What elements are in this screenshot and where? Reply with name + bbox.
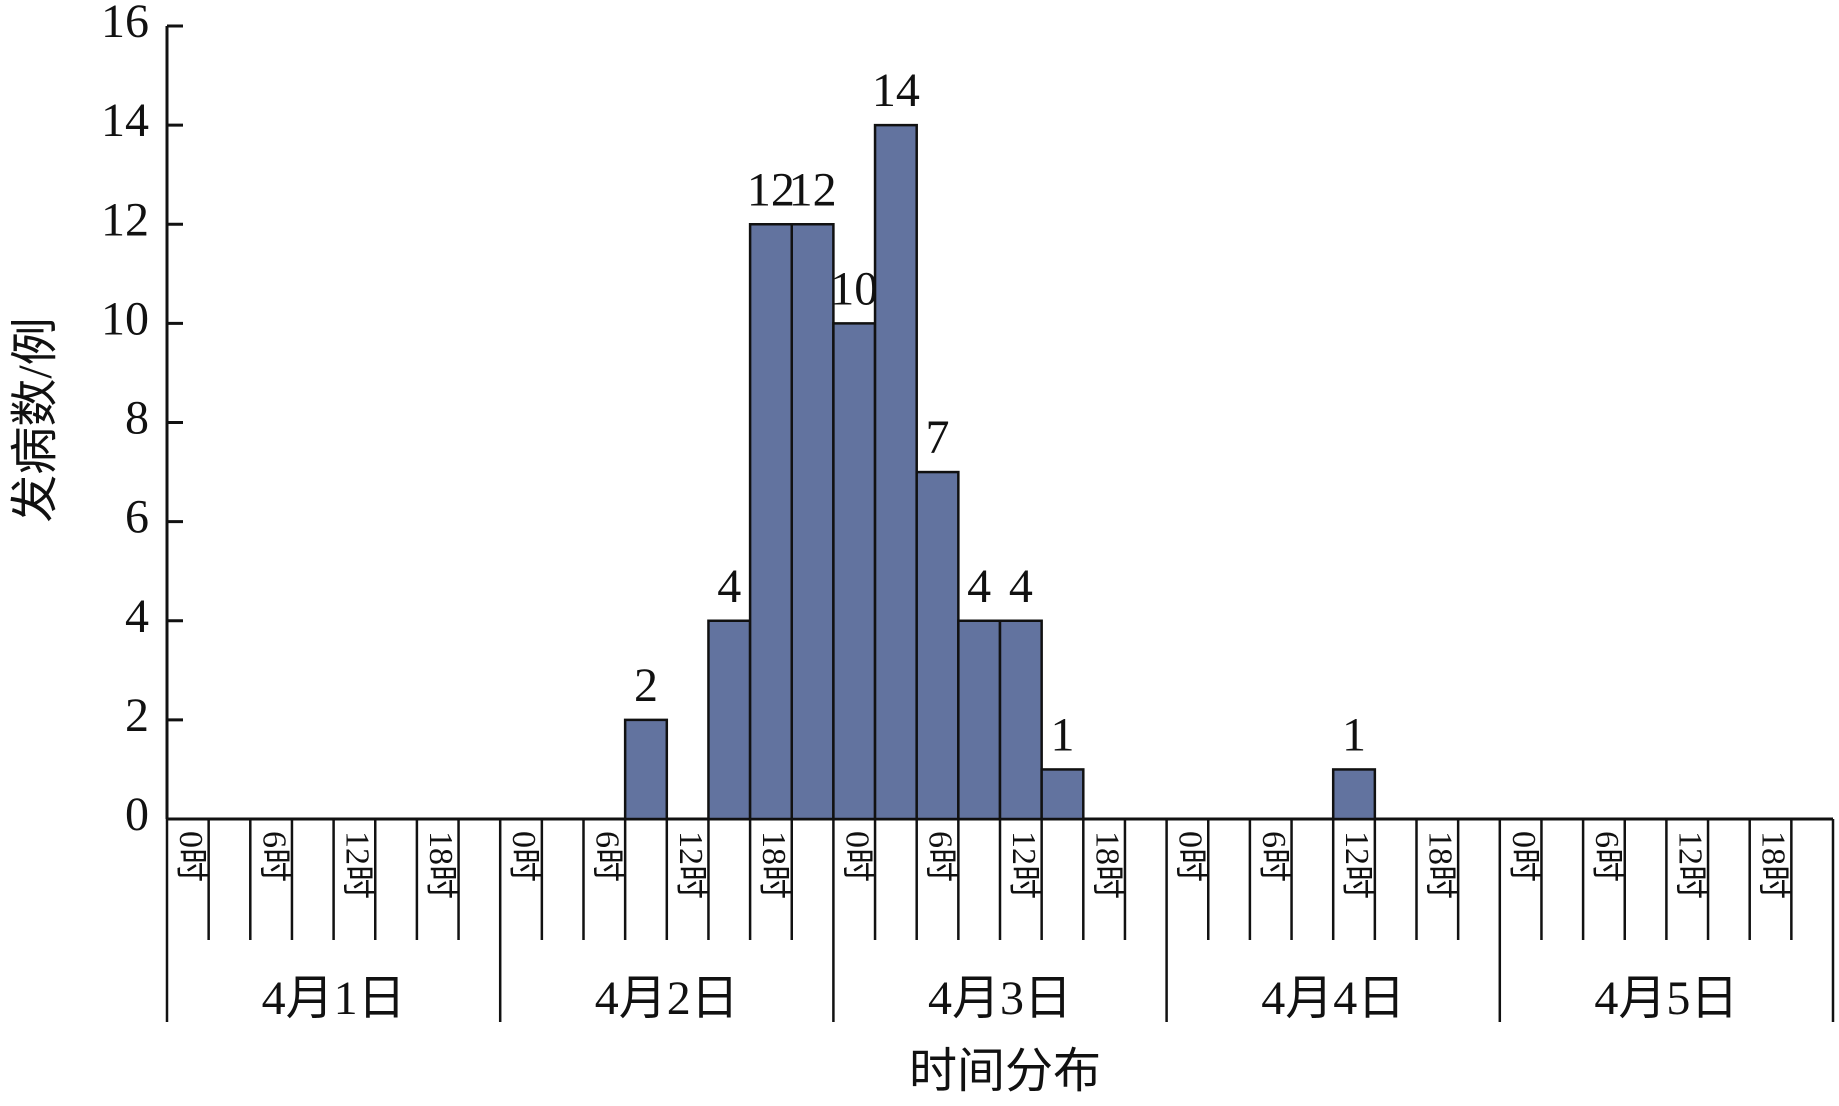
bar	[915, 470, 960, 821]
y-tick-label: 12	[101, 193, 149, 246]
x-tick-label: 12时	[339, 831, 376, 899]
bar	[707, 619, 752, 821]
y-tick-label: 16	[101, 0, 149, 48]
bar	[748, 223, 793, 821]
y-tick-label: 2	[125, 689, 149, 742]
value-label: 4	[717, 560, 741, 613]
y-axis-title: 发病数/例	[9, 317, 62, 522]
x-tick-label: 0时	[1172, 831, 1209, 882]
value-label: 4	[967, 560, 991, 613]
day-label: 4月3日	[928, 972, 1072, 1025]
value-label: 12	[789, 163, 837, 216]
x-tick-label: 18时	[1755, 831, 1792, 899]
day-label: 4月5日	[1594, 972, 1738, 1025]
value-label: 1	[1342, 708, 1366, 761]
bar	[832, 322, 877, 821]
bar	[1331, 768, 1377, 821]
x-tick-label: 12时	[1338, 831, 1375, 899]
x-tick-label: 18时	[755, 831, 792, 899]
x-tick-label: 12时	[1005, 831, 1042, 899]
bar	[1040, 768, 1085, 821]
y-tick-label: 8	[125, 392, 149, 445]
y-tick-label: 4	[125, 590, 149, 643]
bar	[873, 123, 918, 821]
value-label: 7	[926, 411, 950, 464]
x-axis-title: 时间分布	[909, 1045, 1101, 1098]
x-tick-label: 0时	[172, 831, 209, 882]
value-label: 10	[830, 262, 878, 315]
value-label: 2	[634, 659, 658, 712]
x-tick-label: 6时	[255, 831, 292, 882]
y-tick-label: 0	[125, 788, 149, 841]
x-tick-label: 12时	[672, 831, 709, 899]
day-label: 4月1日	[262, 972, 406, 1025]
x-tick-label: 6时	[922, 831, 959, 882]
bar	[957, 619, 1002, 821]
day-label: 4月4日	[1261, 972, 1405, 1025]
bar	[623, 718, 669, 821]
x-tick-label: 0时	[838, 831, 875, 882]
x-tick-label: 6时	[1588, 831, 1625, 882]
bar	[998, 619, 1043, 821]
x-tick-label: 18时	[1088, 831, 1125, 899]
x-tick-label: 6时	[1255, 831, 1292, 882]
x-tick-label: 6时	[589, 831, 626, 882]
value-label: 4	[1009, 560, 1033, 613]
day-label: 4月2日	[595, 972, 739, 1025]
value-label: 12	[747, 163, 795, 216]
value-label: 14	[872, 64, 920, 117]
x-tick-label: 0时	[505, 831, 542, 882]
y-tick-label: 6	[125, 491, 149, 544]
y-tick-label: 14	[101, 94, 149, 147]
x-tick-label: 12时	[1671, 831, 1708, 899]
y-tick-label: 10	[101, 292, 149, 345]
x-tick-label: 0时	[1505, 831, 1542, 882]
value-label: 1	[1050, 708, 1074, 761]
x-tick-label: 18时	[422, 831, 459, 899]
x-tick-label: 18时	[1422, 831, 1459, 899]
bar	[790, 223, 835, 821]
